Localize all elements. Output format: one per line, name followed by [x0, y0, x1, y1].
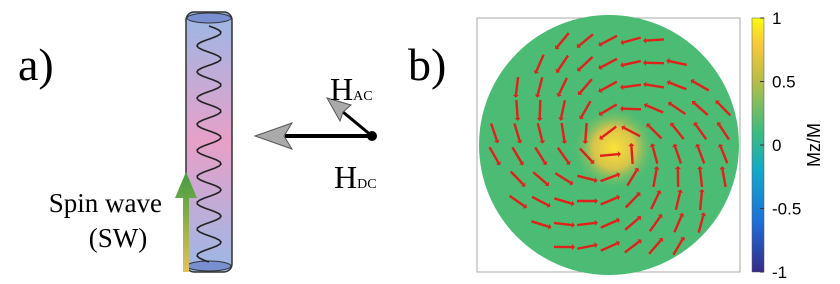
tube-end	[187, 261, 231, 271]
h-ac-label: HAC	[330, 71, 373, 107]
spin-wave-label: Spin wave	[49, 188, 162, 218]
arrow	[700, 192, 702, 210]
arrow	[646, 39, 664, 40]
h-ac-arrow	[343, 112, 372, 136]
arrow	[600, 154, 618, 156]
subscript: AC	[353, 89, 372, 104]
symbol: H	[334, 159, 357, 195]
arrow	[585, 123, 586, 141]
colorbar-ticks: 1 0.5 0 -0.5 -1	[760, 9, 801, 282]
panel-label: a)	[18, 39, 54, 90]
tick-label: -0.5	[772, 200, 801, 219]
arrow	[631, 146, 632, 164]
spin-wave-label: (SW)	[89, 223, 147, 253]
figure: a) Spin wave (SW) HAC HDC b) 10.50-0.5-1…	[0, 0, 840, 284]
origin	[367, 131, 377, 141]
tick-label: 0	[772, 136, 781, 155]
panel-label: b)	[408, 39, 446, 90]
symbol: H	[330, 71, 353, 107]
tick-label: 0.5	[772, 73, 796, 92]
colorbar-label: Mz/M	[804, 123, 824, 167]
subscript: DC	[357, 177, 376, 192]
arrow	[516, 100, 517, 118]
tick-label: 1	[772, 9, 781, 28]
tick-label: -1	[772, 263, 787, 282]
arrow	[540, 100, 541, 118]
arrow	[623, 109, 641, 110]
h-dc-label: HDC	[334, 159, 377, 195]
tube	[186, 12, 232, 272]
tube-end	[187, 13, 231, 23]
